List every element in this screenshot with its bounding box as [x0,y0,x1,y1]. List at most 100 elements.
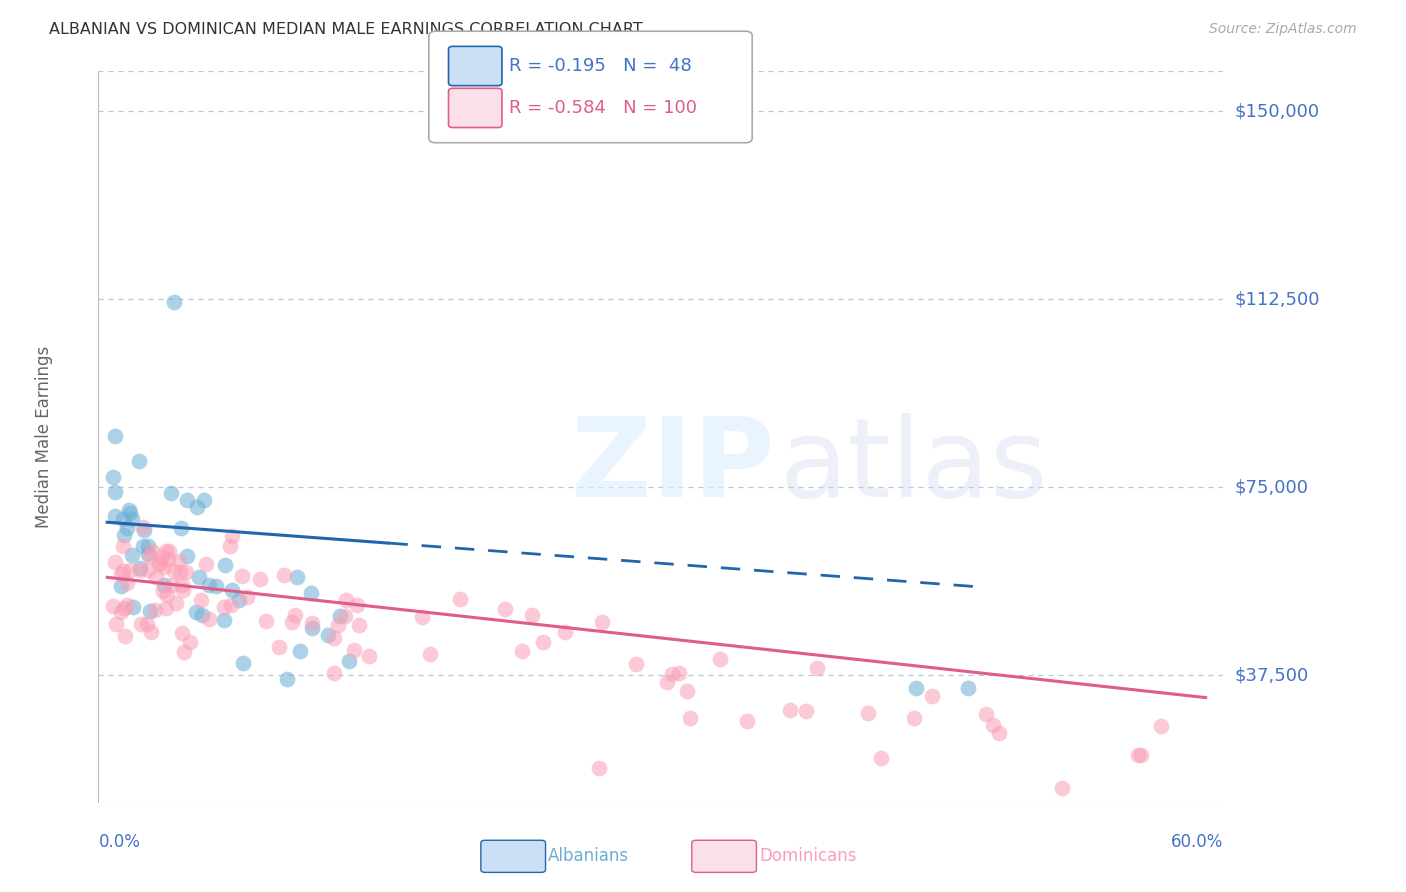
Point [176,549,198,563]
Point [510,644,533,658]
Text: ALBANIAN VS DOMINICAN MEDIAN MALE EARNINGS CORRELATION CHART: ALBANIAN VS DOMINICAN MEDIAN MALE EARNIN… [49,22,643,37]
Point [342,643,364,657]
Point [112,528,135,542]
Point [112,564,135,578]
Point [921,689,943,703]
Point [554,625,576,640]
Point [141,544,163,558]
Point [128,453,150,467]
Point [981,718,1004,732]
Point [219,598,242,612]
Point [190,593,212,607]
Point [974,706,997,721]
Point [254,615,277,629]
Text: ZIP: ZIP [571,413,775,520]
Text: $112,500: $112,500 [1234,290,1320,309]
Point [957,681,980,695]
Point [143,603,166,617]
Point [136,616,159,631]
Point [186,605,208,619]
Point [301,586,323,600]
Point [588,761,610,775]
Point [335,593,357,607]
Point [150,550,173,565]
Point [155,601,177,615]
Point [110,579,132,593]
Point [165,596,187,610]
Point [449,591,471,606]
Text: R = -0.584   N = 100: R = -0.584 N = 100 [509,99,697,117]
Point [132,523,155,537]
Point [198,578,221,592]
Point [112,539,135,553]
Point [1130,747,1153,762]
Point [679,711,702,725]
Point [163,294,186,309]
Point [149,557,172,571]
Point [301,621,323,635]
Point [105,616,128,631]
Text: Dominicans: Dominicans [759,847,856,865]
Point [212,599,235,614]
Point [520,607,543,622]
Point [987,726,1010,740]
Point [160,485,183,500]
Point [110,566,132,581]
Point [172,577,194,591]
Point [318,628,340,642]
Point [118,506,141,520]
Point [104,508,127,523]
Point [856,706,879,720]
Point [869,750,891,764]
Point [118,503,141,517]
Point [349,618,371,632]
Point [139,604,162,618]
Point [163,564,186,578]
Text: R = -0.195   N =  48: R = -0.195 N = 48 [509,57,692,75]
Point [661,667,683,681]
Point [131,520,153,534]
Point [709,652,731,666]
Point [104,555,127,569]
Text: $75,000: $75,000 [1234,478,1309,496]
Point [104,485,127,500]
Point [322,631,344,645]
Point [139,549,162,563]
Text: $150,000: $150,000 [1234,103,1319,120]
Point [346,598,368,612]
Point [187,570,209,584]
Point [249,573,271,587]
Point [159,544,181,558]
Point [114,629,136,643]
Text: $37,500: $37,500 [1234,666,1309,684]
Point [101,599,124,614]
Point [138,539,160,553]
Point [173,645,195,659]
Point [359,648,381,663]
Point [675,684,697,698]
Point [221,583,243,598]
Text: 60.0%: 60.0% [1171,833,1223,851]
Point [157,551,180,566]
Point [655,675,678,690]
Point [198,612,221,626]
Point [904,681,927,695]
Point [219,539,242,553]
Point [115,521,138,535]
Point [110,605,132,619]
Point [337,654,360,668]
Point [779,703,801,717]
Point [737,714,759,728]
Point [1150,719,1173,733]
Point [195,557,218,571]
Point [103,470,125,484]
Point [104,429,127,443]
Point [153,560,176,574]
Point [419,647,441,661]
Point [152,583,174,598]
Point [1050,780,1073,795]
Point [214,558,236,573]
Point [212,613,235,627]
Point [591,615,613,629]
Point [1126,748,1149,763]
